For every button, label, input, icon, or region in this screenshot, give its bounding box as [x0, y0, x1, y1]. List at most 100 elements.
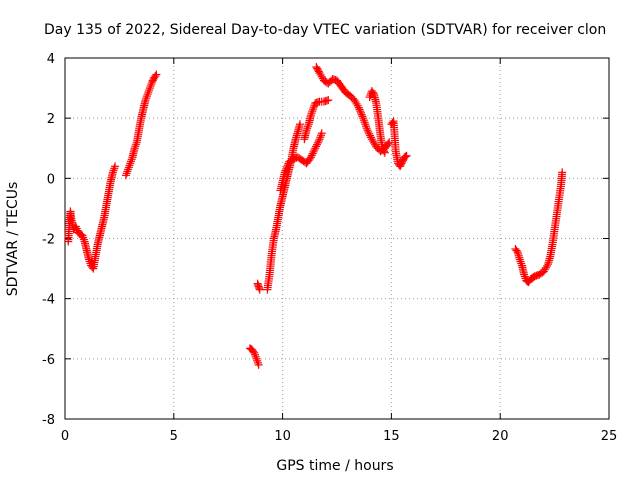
data-point: [249, 347, 258, 356]
data-point: [108, 168, 117, 177]
data-point: [354, 103, 363, 112]
data-point: [152, 70, 161, 79]
data-point: [131, 142, 140, 151]
chart-title: Day 135 of 2022, Sidereal Day-to-day VTE…: [44, 22, 606, 38]
data-point: [515, 255, 524, 264]
y-tick-label: 2: [47, 112, 55, 127]
data-point: [72, 224, 81, 233]
data-point: [368, 88, 377, 97]
data-point: [309, 103, 318, 112]
data-point: [306, 153, 315, 162]
y-axis-label: SDTVAR / TECUs: [5, 182, 21, 297]
data-point: [79, 235, 88, 244]
data-point: [512, 246, 521, 255]
data-point: [123, 167, 132, 176]
data-point: [124, 165, 133, 174]
data-point: [308, 149, 317, 158]
data-point: [145, 86, 154, 95]
data-point: [312, 142, 321, 151]
data-point: [283, 161, 292, 170]
data-point: [253, 356, 262, 365]
data-point: [142, 92, 151, 101]
data-point: [308, 107, 317, 116]
data-point: [314, 67, 323, 76]
data-point: [84, 255, 93, 264]
data-point: [310, 146, 319, 155]
data-point: [356, 107, 365, 116]
data-point: [361, 120, 370, 129]
data-point: [365, 93, 374, 102]
data-point: [359, 116, 368, 125]
data-point: [317, 131, 326, 140]
data-point: [364, 128, 373, 137]
data-point: [250, 348, 259, 357]
data-point: [360, 118, 369, 127]
data-point: [517, 259, 526, 268]
data-point: [85, 257, 94, 266]
data-point: [282, 163, 291, 172]
data-point: [143, 90, 152, 99]
data-point: [380, 147, 389, 156]
data-point: [132, 140, 141, 149]
x-tick-label: 20: [492, 429, 509, 444]
data-point: [303, 122, 312, 131]
data-point: [255, 285, 264, 294]
data-point: [124, 163, 133, 172]
data-point: [303, 124, 312, 133]
data-point: [130, 144, 139, 153]
data-point: [305, 154, 314, 163]
data-point: [363, 126, 372, 135]
y-tick-label: 4: [47, 52, 55, 67]
data-point: [316, 133, 325, 142]
data-point: [359, 114, 368, 123]
data-point: [401, 152, 410, 161]
data-point: [110, 164, 119, 173]
data-point: [151, 72, 160, 81]
data-point: [111, 162, 120, 171]
data-point: [520, 270, 529, 279]
data-point: [362, 124, 371, 133]
y-tick-label: -6: [42, 353, 55, 368]
x-tick-label: 15: [383, 429, 400, 444]
x-axis-label: GPS time / hours: [276, 458, 393, 474]
data-point: [253, 358, 262, 367]
data-point: [365, 129, 374, 138]
data-point: [147, 80, 156, 89]
data-point: [146, 82, 155, 91]
grid-lines: [65, 58, 609, 419]
data-point: [251, 352, 260, 361]
data-point: [252, 354, 261, 363]
x-tick-label: 0: [61, 429, 69, 444]
data-point: [127, 155, 136, 164]
data-point: [296, 120, 305, 129]
data-point: [144, 88, 153, 97]
data-point: [280, 168, 289, 177]
data-point: [311, 144, 320, 153]
data-point: [380, 148, 389, 157]
data-point: [254, 360, 263, 369]
data-point: [78, 231, 87, 240]
data-point: [402, 151, 411, 160]
data-point: [542, 261, 551, 270]
y-tick-label: -4: [42, 293, 55, 308]
data-point: [125, 161, 134, 170]
data-point: [315, 135, 324, 144]
data-point: [141, 96, 150, 105]
data-point: [358, 112, 367, 121]
x-tick-label: 5: [170, 429, 178, 444]
data-point: [71, 222, 80, 231]
data-points: [64, 63, 567, 369]
data-point: [302, 126, 311, 135]
data-point: [366, 133, 375, 142]
axis-ticks: 0 5 10 15 20 25 -8 -6 -4 -2 0 2 4: [42, 52, 617, 444]
data-point: [558, 168, 567, 177]
data-point: [126, 159, 135, 168]
data-point: [357, 110, 366, 119]
data-point: [520, 272, 529, 281]
data-point: [127, 157, 136, 166]
data-point: [353, 101, 362, 110]
data-point: [309, 147, 318, 156]
data-point: [312, 140, 321, 149]
x-tick-label: 25: [601, 429, 618, 444]
data-point: [307, 109, 316, 118]
